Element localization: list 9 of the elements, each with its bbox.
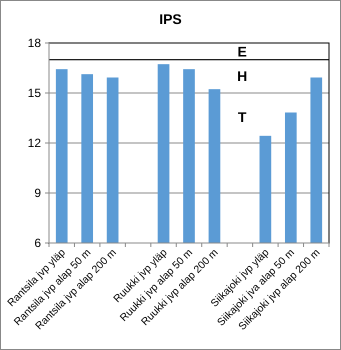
- y-tick-label: 15: [28, 86, 42, 100]
- annotation: H: [237, 68, 248, 84]
- y-tick-label: 6: [34, 236, 42, 250]
- annotation: E: [238, 44, 247, 60]
- y-tick-label: 18: [28, 36, 42, 50]
- y-tick-label: 12: [28, 136, 42, 150]
- chart-title: IPS: [159, 11, 182, 27]
- annotation: T: [238, 108, 247, 125]
- y-tick-label: 9: [34, 186, 42, 200]
